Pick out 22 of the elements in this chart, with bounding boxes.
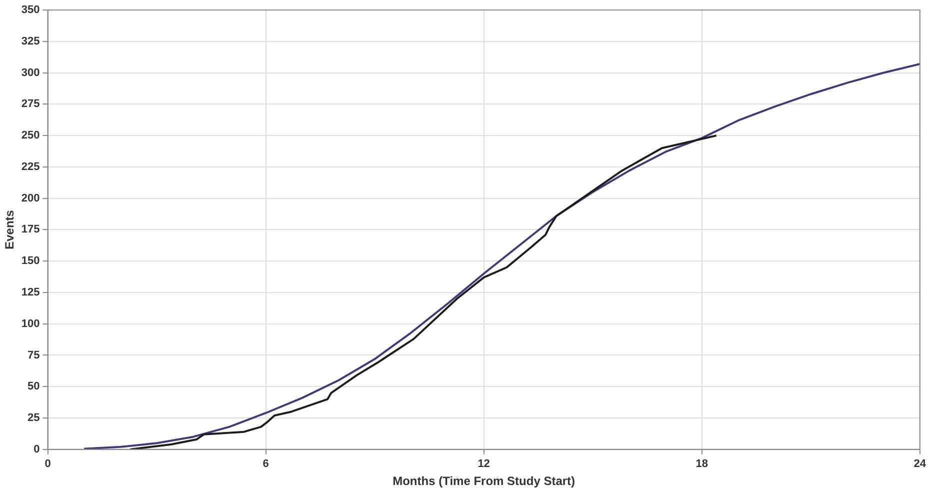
y-axis-title: Events [2,210,17,250]
y-tick-label: 50 [28,380,40,393]
y-tick-label: 75 [28,349,40,362]
y-tick-label: 300 [21,66,40,79]
x-axis-title: Months (Time From Study Start) [392,474,576,488]
y-tick-label: 200 [21,192,40,204]
x-tick-label: 6 [262,458,269,470]
y-tick-label: 0 [34,443,40,456]
y-tick-label: 250 [21,130,40,142]
y-tick-label: 225 [21,160,40,173]
y-tick-label: 150 [21,255,40,268]
x-tick-label: 12 [478,458,490,470]
y-tick-label: 100 [21,318,40,330]
y-tick-label: 25 [28,412,40,424]
y-tick-label: 325 [21,35,40,48]
y-tick-label: 175 [21,224,40,236]
y-tick-label: 125 [21,286,40,299]
y-tick-label: 350 [21,4,40,16]
x-tick-label: 18 [696,458,708,470]
y-tick-label: 275 [21,98,40,110]
x-tick-label: 24 [914,458,927,470]
x-tick-label: 0 [44,458,51,470]
